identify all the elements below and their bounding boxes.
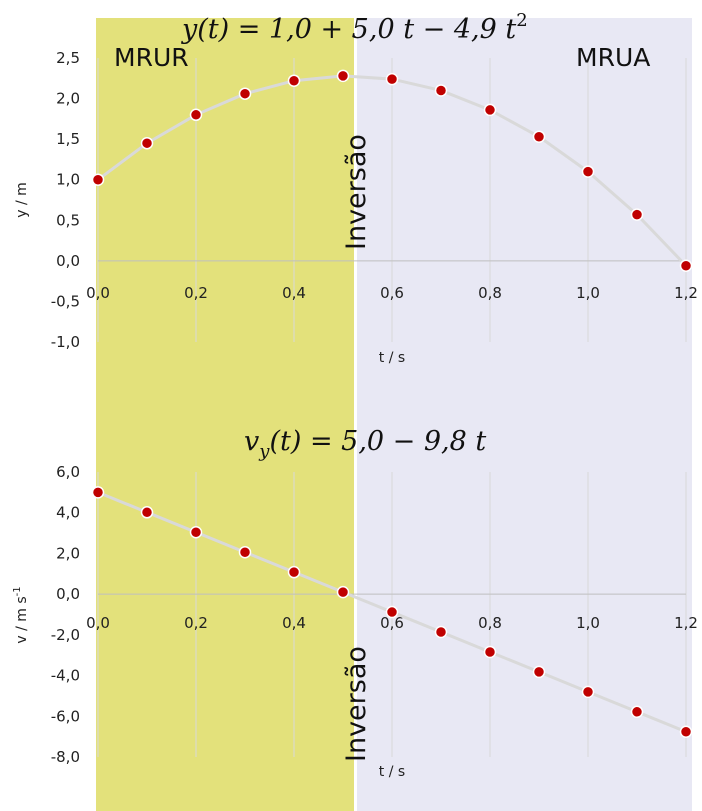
y-tick-label: -1,0 xyxy=(51,333,80,351)
x-tick-label: 0,2 xyxy=(184,614,208,632)
y-tick-label: -2,0 xyxy=(51,626,80,644)
data-point xyxy=(140,506,154,519)
data-point xyxy=(91,173,105,186)
data-point xyxy=(385,72,399,86)
mrua-label: MRUA xyxy=(576,43,650,72)
inversion-label-bottom: Inversão xyxy=(341,646,372,762)
data-point xyxy=(91,486,105,499)
data-point xyxy=(581,685,595,699)
y-tick-label: 0,0 xyxy=(56,585,80,603)
data-point xyxy=(140,136,154,150)
data-point xyxy=(630,705,644,719)
overlay-labels: MRUR MRUA Inversão Inversão xyxy=(114,43,650,762)
x-tick-label: 0,8 xyxy=(478,614,502,632)
data-point xyxy=(287,74,301,87)
y-tick-label: 1,0 xyxy=(56,171,80,189)
data-point xyxy=(287,565,301,579)
mrua-region xyxy=(357,18,692,811)
y-axis-label: v / m s-1 xyxy=(12,586,30,643)
data-point xyxy=(679,725,693,739)
y-tick-label: 2,0 xyxy=(56,90,80,108)
x-tick-label: 1,0 xyxy=(576,284,600,302)
y-axis-label: y / m xyxy=(14,182,30,218)
data-point xyxy=(336,69,350,83)
y-tick-label: 2,5 xyxy=(56,49,80,67)
x-tick-label: 1,0 xyxy=(576,614,600,632)
data-point xyxy=(581,165,595,178)
data-point xyxy=(238,545,252,559)
x-tick-label: 0,2 xyxy=(184,284,208,302)
data-point xyxy=(336,585,350,599)
y-tick-label: 0,0 xyxy=(56,252,80,270)
data-point xyxy=(434,625,448,639)
x-tick-label: 0,0 xyxy=(86,284,110,302)
x-tick-label: 0,4 xyxy=(282,614,306,632)
y-tick-label: 6,0 xyxy=(56,463,80,481)
x-tick-label: 1,2 xyxy=(674,284,698,302)
data-point xyxy=(434,84,448,97)
mrur-region xyxy=(96,18,354,811)
y-tick-label: 2,0 xyxy=(56,544,80,562)
x-tick-label: 0,0 xyxy=(86,614,110,632)
data-point xyxy=(189,526,203,539)
data-point xyxy=(385,605,399,619)
x-tick-label: 1,2 xyxy=(674,614,698,632)
y-tick-label: -8,0 xyxy=(51,748,80,766)
data-point xyxy=(630,208,644,221)
data-point xyxy=(532,665,546,679)
data-point xyxy=(532,130,546,143)
x-axis-label: t / s xyxy=(379,350,405,366)
mrur-label: MRUR xyxy=(114,43,189,72)
y-tick-label: 1,5 xyxy=(56,130,80,148)
chart-title: vy(t) = 5,0 − 9,8 t xyxy=(244,426,486,462)
y-tick-label: -0,5 xyxy=(51,292,80,310)
data-point xyxy=(679,259,693,272)
y-tick-label: -4,0 xyxy=(51,667,80,685)
data-point xyxy=(483,103,497,117)
y-tick-label: -6,0 xyxy=(51,707,80,725)
data-point xyxy=(238,87,252,100)
position-chart: -1,0 -0,5 0,0 0,5 1,0 1,5 2,0 2,5 0,0 0,2 0,4 0,6 0,… xyxy=(14,10,698,366)
motion-regions xyxy=(96,18,692,811)
data-point xyxy=(483,645,497,659)
x-tick-label: 0,6 xyxy=(380,284,404,302)
velocity-chart: -8,0 -6,0 -4,0 -2,0 0,0 2,0 4,0 6,0 0,0 0,2 0,4 0,6… xyxy=(12,426,698,780)
x-tick-label: 0,6 xyxy=(380,614,404,632)
inversion-label-top: Inversão xyxy=(341,134,372,250)
y-tick-label: 0,5 xyxy=(56,211,80,229)
x-tick-label: 0,4 xyxy=(282,284,306,302)
chart-title: y(t) = 1,0 + 5,0 t − 4,9 t2 xyxy=(181,10,528,45)
y-tick-label: 4,0 xyxy=(56,504,80,522)
data-point xyxy=(189,108,203,122)
x-tick-label: 0,8 xyxy=(478,284,502,302)
x-axis-label: t / s xyxy=(379,764,405,780)
